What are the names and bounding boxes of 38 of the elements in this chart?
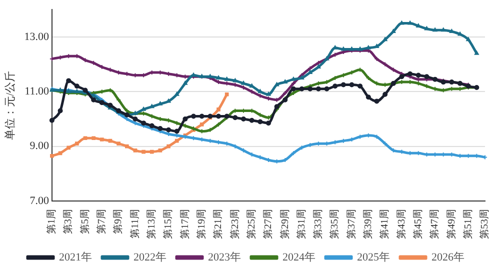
legend-label: 2022年	[134, 251, 166, 264]
x-tick-label: 第49周	[445, 209, 458, 239]
y-tick-label: 11.00	[24, 86, 50, 98]
x-tick-label: 第33周	[312, 209, 324, 239]
x-tick-label: 第51周	[462, 209, 474, 239]
x-tick-label: 第39周	[362, 209, 374, 239]
y-tick-label: 9.00	[30, 140, 50, 152]
y-tick-label: 7.00	[30, 194, 50, 207]
x-tick-label: 第15周	[162, 209, 174, 239]
x-tick-label: 第25周	[245, 209, 258, 239]
y-axis-title: 单位：元/公斤	[3, 70, 16, 140]
x-tick-label: 第5周	[78, 209, 91, 234]
x-tick-label: 第37周	[345, 209, 358, 239]
x-tick-label: 第47周	[428, 209, 441, 239]
x-tick-label: 第17周	[178, 209, 191, 239]
x-tick-label: 第35周	[328, 209, 341, 239]
legend-label: 2021年	[59, 251, 92, 264]
x-tick-label: 第27周	[262, 209, 274, 239]
x-tick-label: 第43周	[395, 209, 408, 239]
x-tick-label: 第1周	[46, 209, 58, 234]
x-tick-label: 第3周	[62, 209, 74, 234]
x-tick-label: 第29周	[278, 209, 291, 239]
legend-label: 2026年	[432, 251, 464, 264]
y-tick-label: 13.00	[24, 30, 50, 43]
x-tick-label: 第45周	[412, 209, 424, 239]
x-tick-label: 第41周	[378, 209, 391, 239]
x-tick-label: 第23周	[228, 209, 241, 239]
x-tick-label: 第11周	[128, 209, 141, 239]
x-tick-label: 第19周	[195, 209, 208, 239]
x-tick-label: 第53周	[478, 209, 491, 239]
legend-label: 2024年	[282, 251, 316, 264]
x-tick-label: 第13周	[146, 209, 158, 239]
x-tick-label: 第21周	[212, 209, 224, 239]
legend-label: 2023年	[208, 251, 241, 264]
x-tick-label: 第7周	[96, 209, 108, 234]
legend-label: 2025年	[357, 251, 390, 264]
x-tick-label: 第9周	[112, 209, 124, 234]
x-tick-label: 第31周	[295, 209, 308, 239]
